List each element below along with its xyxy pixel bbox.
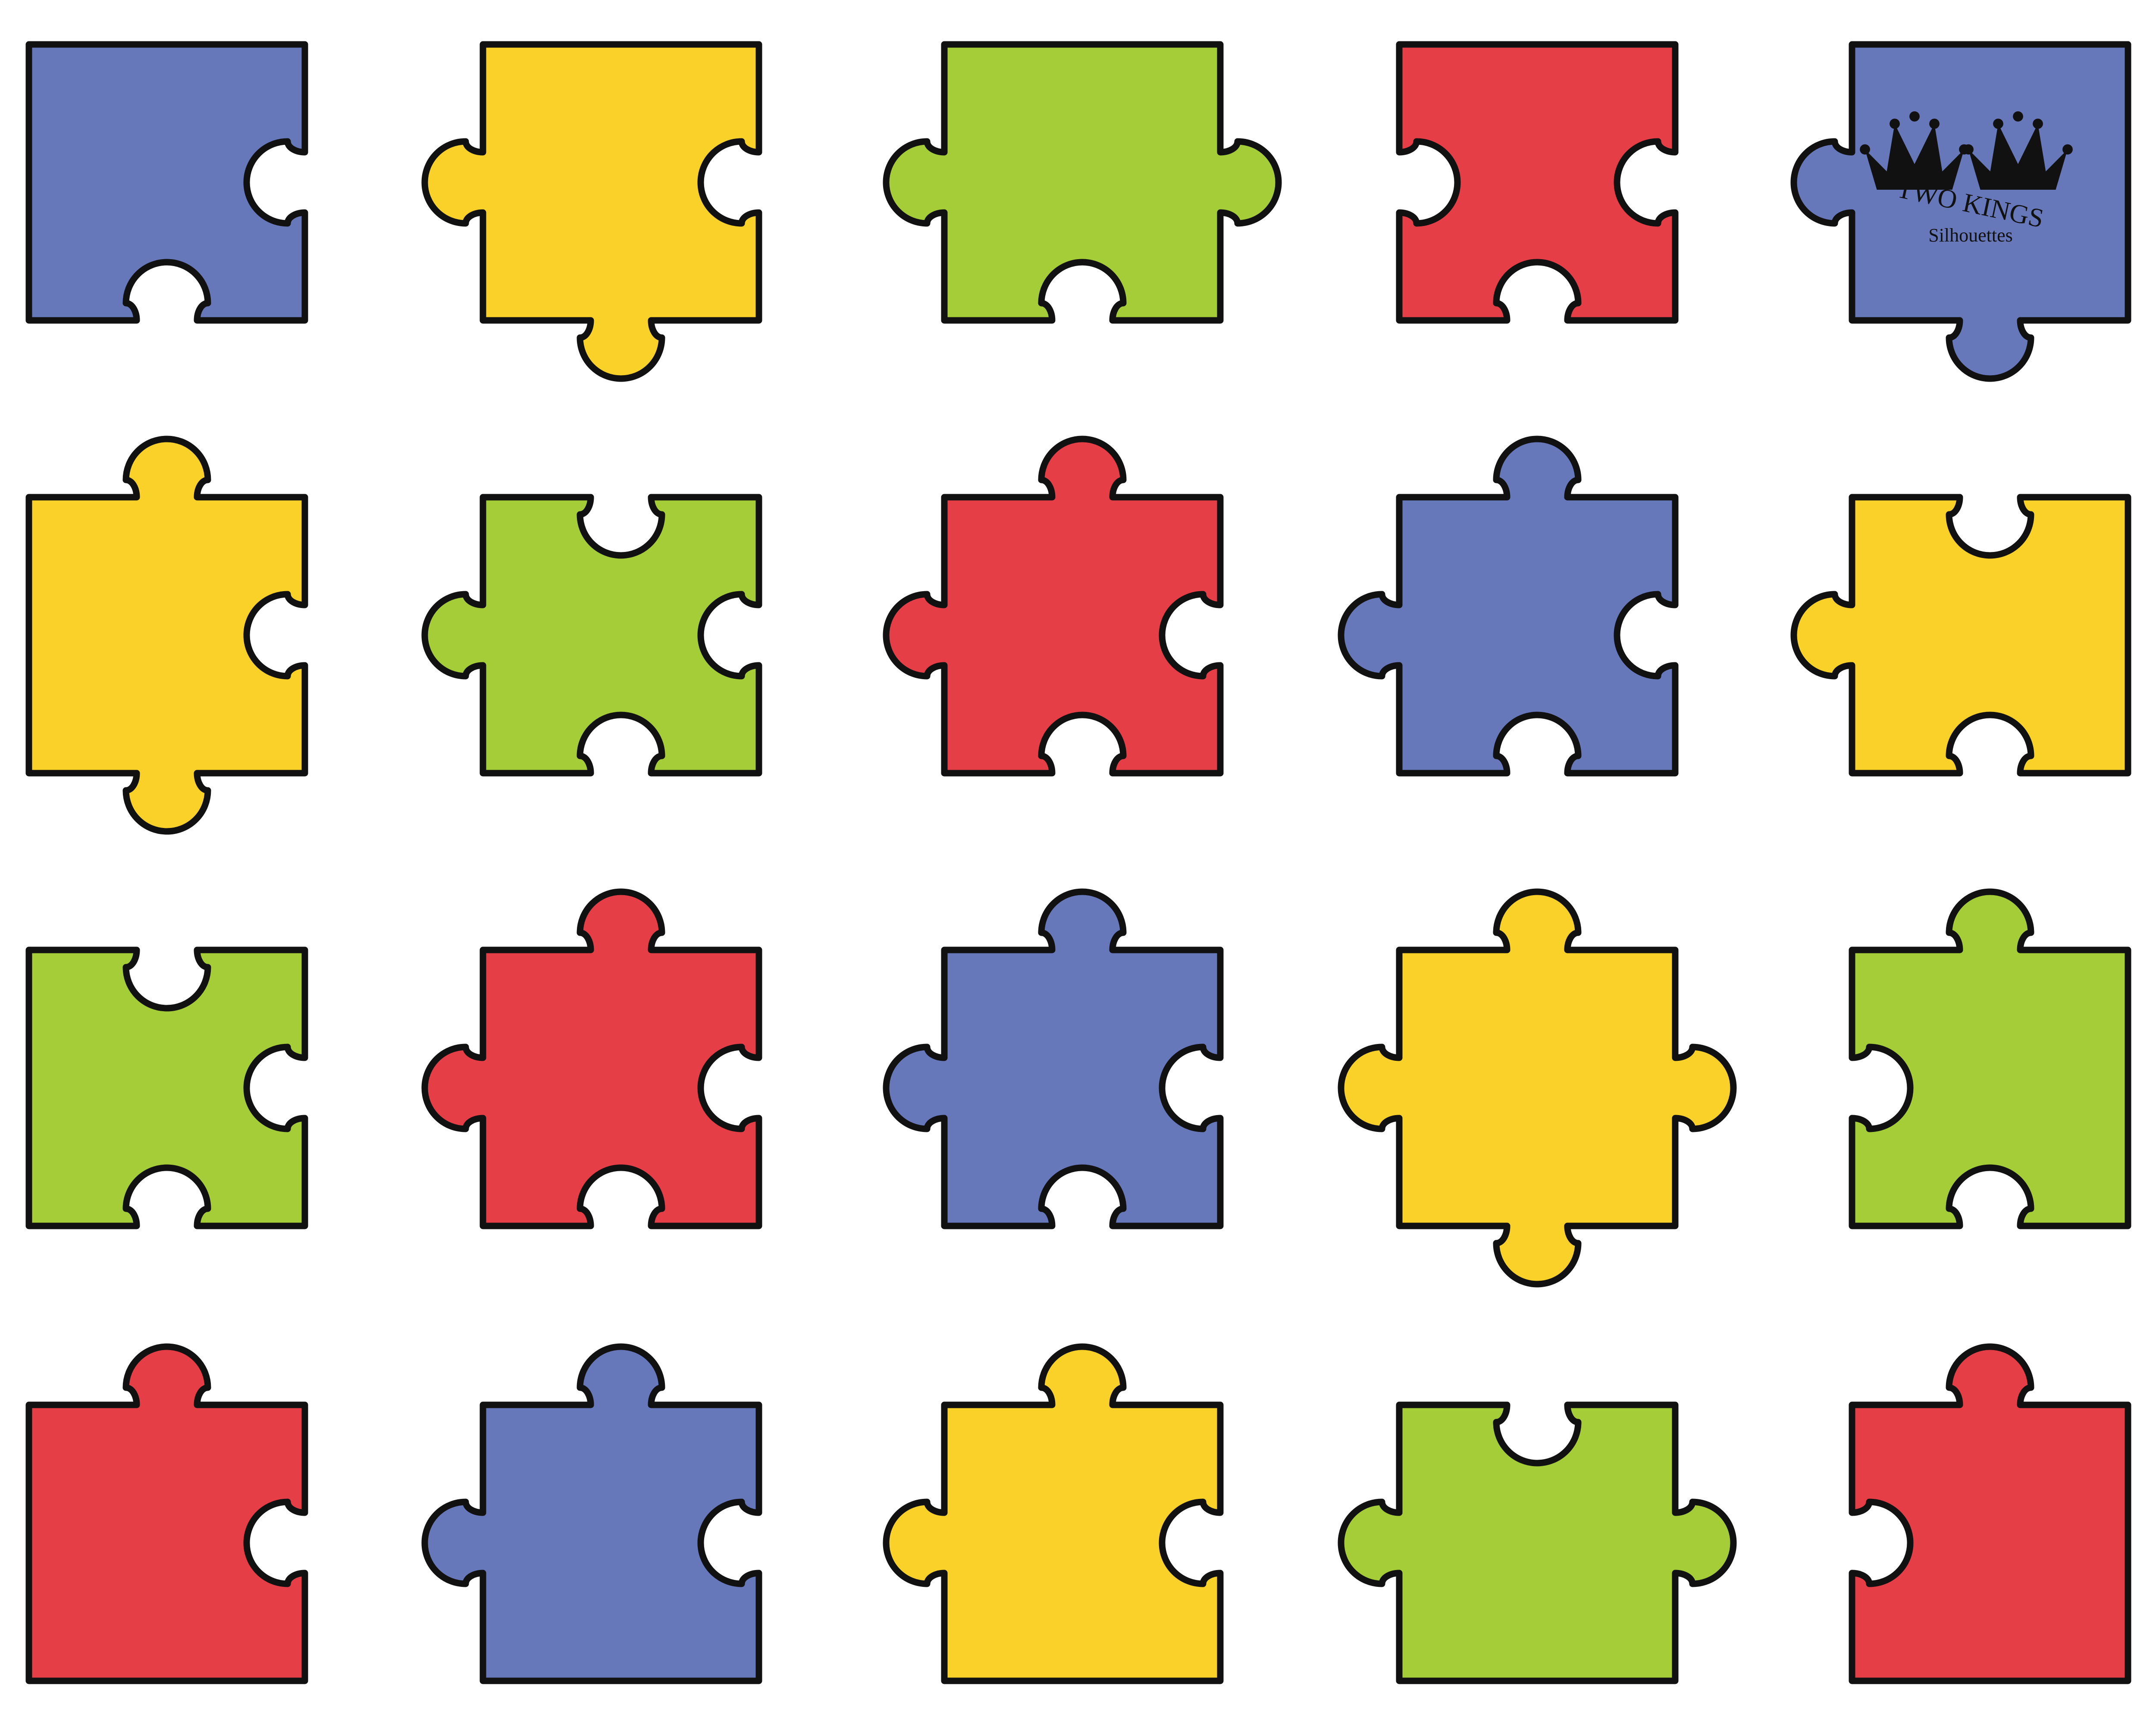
puzzle-piece-green — [1338, 1401, 1737, 1684]
puzzle-piece-green — [883, 41, 1282, 324]
puzzle-piece-green — [25, 947, 308, 1229]
puzzle-piece-red — [1849, 1343, 2131, 1684]
puzzle-piece-blue — [1790, 41, 2131, 382]
puzzle-piece-yellow — [421, 41, 762, 382]
puzzle-piece-yellow — [25, 436, 308, 835]
pieces-layer — [25, 41, 2131, 1684]
puzzle-piece-blue — [1338, 436, 1679, 777]
puzzle-piece-yellow — [1338, 888, 1737, 1288]
puzzle-piece-red — [421, 888, 762, 1229]
crown-icon — [1860, 111, 2073, 190]
logo-subtitle: Silhouettes — [1928, 225, 2013, 246]
crown-icon — [1963, 111, 2073, 190]
puzzle-piece-blue — [883, 888, 1224, 1229]
puzzle-piece-green — [1849, 888, 2131, 1229]
puzzle-piece-yellow — [883, 1343, 1224, 1684]
puzzle-piece-blue — [25, 41, 308, 324]
puzzle-piece-yellow — [1790, 494, 2131, 777]
puzzle-piece-green — [421, 494, 762, 777]
puzzle-piece-red — [883, 436, 1224, 777]
puzzle-piece-blue — [421, 1343, 762, 1684]
puzzle-piece-red — [25, 1343, 308, 1684]
puzzle-piece-red — [1396, 41, 1679, 324]
